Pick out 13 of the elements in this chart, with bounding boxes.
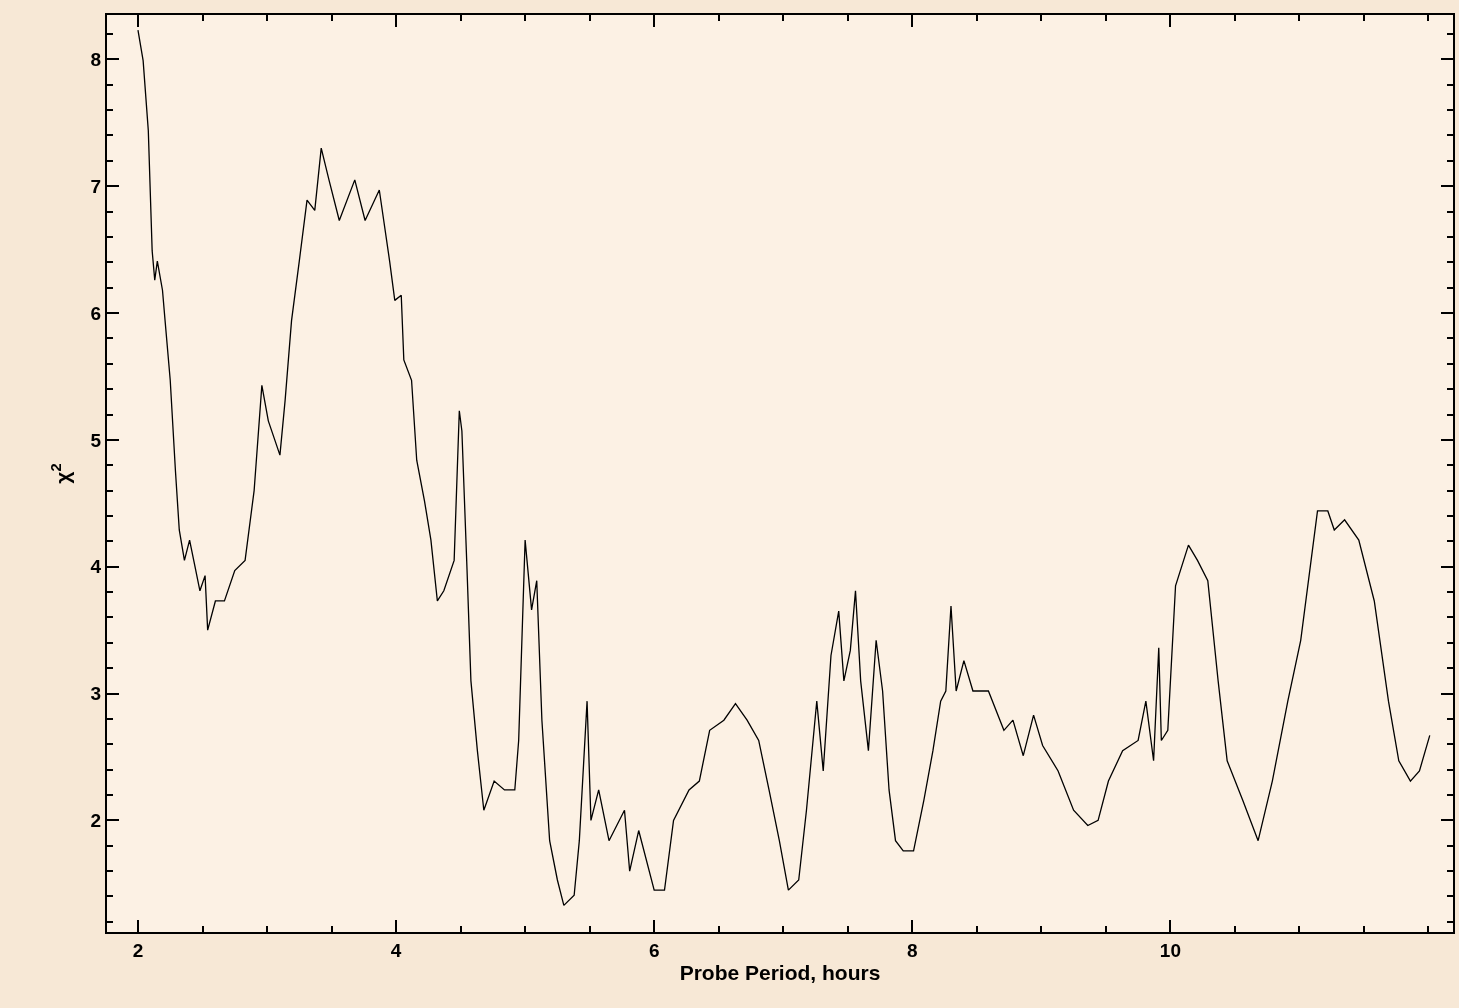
x-tick-label: 8: [906, 939, 918, 961]
x-tick-label: 6: [648, 939, 660, 961]
x-tick-label: 2: [132, 939, 144, 961]
y-tick-label: 3: [90, 683, 102, 705]
y-tick-label: 5: [90, 429, 102, 451]
x-tick-label: 10: [1159, 939, 1181, 961]
y-tick-label: 8: [90, 49, 102, 71]
y-tick-label: 7: [90, 175, 102, 197]
y-tick-label: 2: [90, 810, 102, 832]
y-tick-label: 6: [90, 302, 102, 324]
x-tick-label: 4: [390, 939, 402, 961]
x-axis-title: Probe Period, hours: [679, 961, 881, 985]
y-tick-label: 4: [90, 556, 102, 578]
